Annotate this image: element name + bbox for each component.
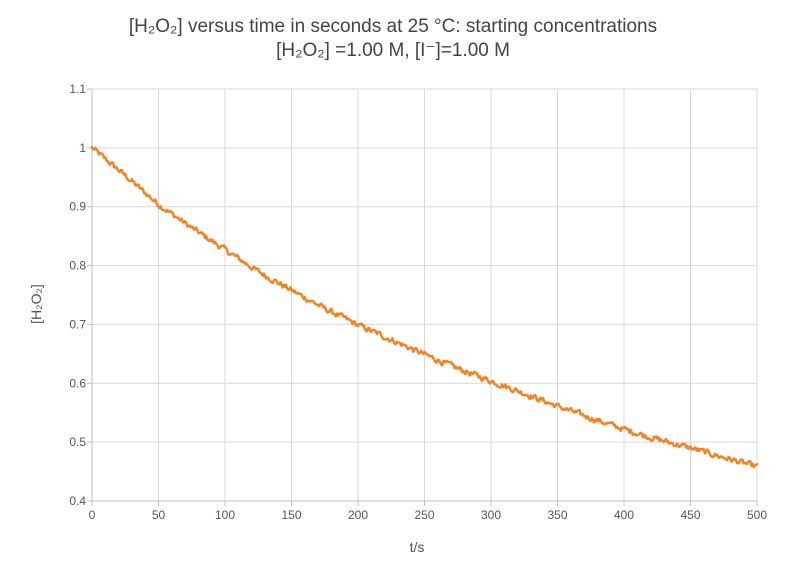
y-tick-label: 0.5 [69, 435, 86, 449]
x-tick-label: 100 [215, 508, 235, 522]
y-tick-label: 1.1 [69, 82, 86, 96]
x-tick-label: 200 [348, 508, 368, 522]
x-tick-label: 400 [614, 508, 634, 522]
series-layer [90, 145, 759, 469]
x-tick-label: 500 [747, 508, 767, 522]
x-tick-label: 350 [547, 508, 567, 522]
x-tick-label: 150 [281, 508, 301, 522]
y-tick-label: 0.9 [69, 200, 86, 214]
axes [87, 88, 758, 506]
tick-labels: 0 50 100 150 200 250 300 350 400 450 500 0.4 0.5 0.6 0… [69, 82, 767, 522]
y-tick-label: 0.6 [69, 376, 86, 390]
y-tick-label: 1 [79, 141, 86, 155]
chart-title-line-2: [H₂O₂] =1.00 M, [I⁻]=1.00 M [276, 40, 510, 61]
x-tick-label: 50 [152, 508, 166, 522]
x-tick-label: 300 [481, 508, 501, 522]
chart-title-line-1: [H₂O₂] versus time in seconds at 25 °C: … [129, 16, 657, 37]
y-tick-label: 0.4 [69, 494, 86, 508]
series-line [90, 145, 759, 469]
x-tick-label: 450 [680, 508, 700, 522]
x-tick-label: 250 [414, 508, 434, 522]
x-axis-label: t/s [410, 539, 425, 555]
y-axis-label: [H₂O₂] [28, 284, 44, 324]
x-tick-label: 0 [89, 508, 96, 522]
y-tick-label: 0.8 [69, 259, 86, 273]
y-tick-label: 0.7 [69, 317, 86, 331]
